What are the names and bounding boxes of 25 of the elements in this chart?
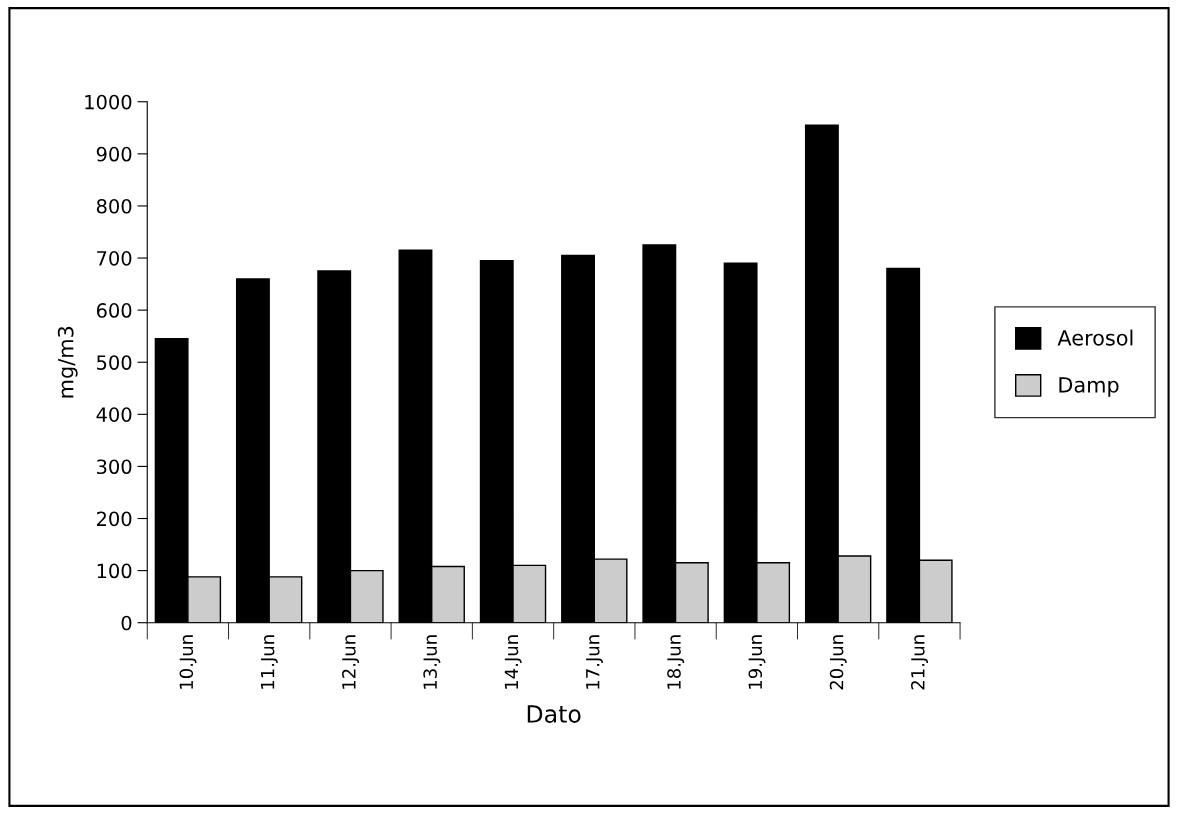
x-tick-label: 10.Jun	[179, 635, 197, 689]
y-tick-label: 600	[96, 303, 132, 318]
y-axis-title: mg/m3	[57, 326, 78, 398]
x-tick-label: 12.Jun	[342, 635, 360, 689]
legend-label: Damp	[1059, 377, 1119, 397]
y-tick-label: 700	[97, 250, 132, 266]
y-tick-label: 0	[121, 615, 132, 631]
x-tick-label: 19.Jun	[748, 635, 766, 689]
x-tick-label: 13.Jun	[423, 635, 441, 689]
y-tick-label: 200	[96, 511, 132, 527]
y-tick-label: 1000	[85, 94, 132, 110]
x-tick-label: 14.Jun	[504, 635, 522, 689]
y-tick-label: 400	[96, 407, 132, 422]
y-tick-label: 900	[96, 146, 132, 162]
x-tick-label: 18.Jun	[667, 635, 685, 689]
y-tick-label: 500	[97, 355, 132, 370]
legend-label: Aerosol	[1057, 329, 1133, 346]
y-tick-label: 300	[97, 459, 132, 475]
x-axis-title: Dato	[527, 705, 581, 723]
x-tick-label: 21.Jun	[911, 635, 929, 690]
x-tick-label: 20.Jun	[829, 635, 847, 690]
y-tick-label: 800	[96, 198, 132, 214]
x-tick-label: 17.Jun	[586, 635, 603, 689]
y-tick-label: 100	[97, 563, 132, 579]
x-tick-label: 11.Jun	[260, 635, 278, 689]
